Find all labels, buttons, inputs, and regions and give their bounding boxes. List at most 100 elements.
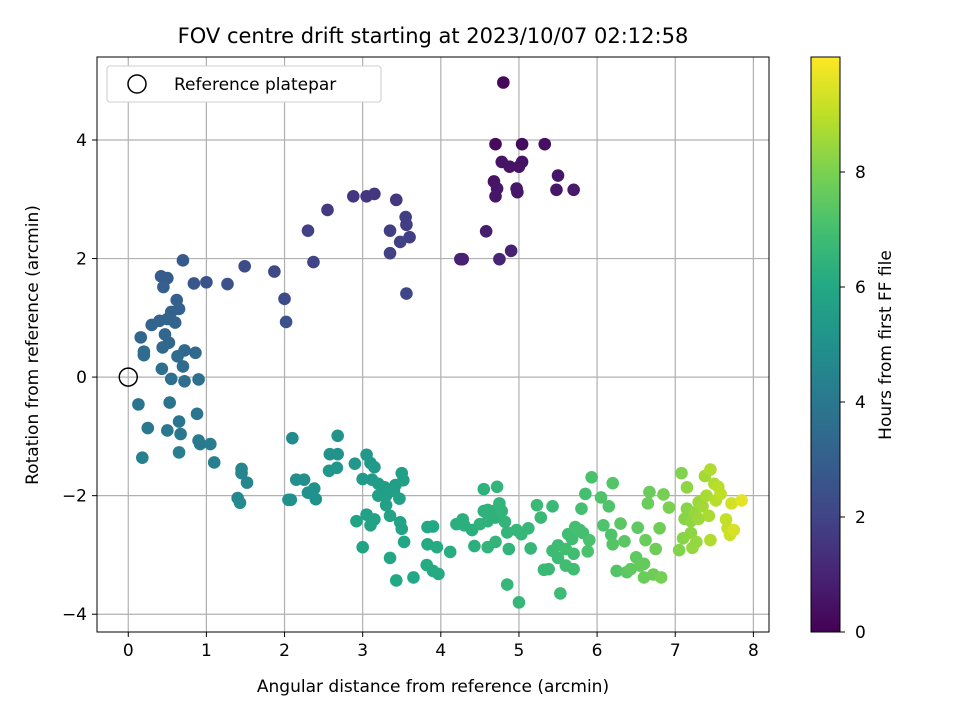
data-point xyxy=(696,500,709,513)
data-point xyxy=(207,456,221,469)
data-point xyxy=(489,535,502,549)
y-tick-label: 0 xyxy=(76,368,87,388)
data-point xyxy=(176,254,190,267)
data-point xyxy=(631,521,645,534)
data-point xyxy=(639,533,652,547)
data-point xyxy=(400,287,413,300)
data-point xyxy=(735,494,748,507)
data-point xyxy=(307,255,320,269)
data-point xyxy=(393,235,407,249)
data-point xyxy=(356,540,369,554)
data-point xyxy=(654,571,668,584)
data-point xyxy=(554,587,567,600)
data-point xyxy=(190,407,204,421)
data-point xyxy=(393,492,406,505)
data-point xyxy=(500,578,514,591)
data-point xyxy=(503,160,516,173)
data-point xyxy=(321,203,334,217)
data-point xyxy=(579,487,592,501)
data-point xyxy=(690,535,703,549)
data-point xyxy=(407,571,420,584)
data-point xyxy=(538,137,552,151)
data-point xyxy=(637,557,651,571)
data-point xyxy=(490,480,504,494)
plot-area: 0 1 2 3 4 5 6 7 8 −4 −2 0 2 4 xyxy=(62,56,770,661)
x-axis-ticks: 0 1 2 3 4 5 6 7 8 xyxy=(123,632,759,661)
data-point xyxy=(704,533,717,547)
data-point xyxy=(136,451,149,465)
x-tick-label: 0 xyxy=(123,641,134,661)
data-point xyxy=(235,466,248,480)
data-point xyxy=(522,521,535,535)
data-point xyxy=(171,350,184,363)
data-point xyxy=(594,491,608,504)
data-point xyxy=(278,292,291,306)
data-point xyxy=(606,476,620,490)
data-point xyxy=(479,224,493,238)
data-point xyxy=(497,76,510,89)
data-point xyxy=(597,518,610,532)
data-point xyxy=(330,461,344,475)
y-axis-label: Rotation from reference (arcmin) xyxy=(23,205,43,485)
data-point xyxy=(493,252,506,266)
data-point xyxy=(714,487,727,501)
data-point xyxy=(279,315,293,329)
data-point xyxy=(692,512,705,526)
data-point xyxy=(221,277,234,291)
data-point xyxy=(187,277,201,290)
data-point xyxy=(368,187,381,201)
data-point xyxy=(200,275,213,289)
data-point xyxy=(567,562,580,576)
data-point xyxy=(189,346,202,360)
data-point xyxy=(134,331,148,344)
data-point xyxy=(400,218,413,232)
data-point xyxy=(397,535,411,549)
data-point xyxy=(163,396,176,409)
data-point xyxy=(534,511,548,524)
colorbar-tick-label: 2 xyxy=(855,508,866,528)
data-point xyxy=(168,316,182,329)
data-point xyxy=(565,532,579,546)
x-tick-label: 1 xyxy=(201,641,212,661)
colorbar-tick-label: 0 xyxy=(855,623,866,643)
data-point xyxy=(477,482,491,496)
data-point xyxy=(426,520,440,533)
data-points xyxy=(132,76,748,609)
x-axis-label: Angular distance from reference (arcmin) xyxy=(257,677,609,697)
x-tick-label: 5 xyxy=(514,641,525,661)
data-point xyxy=(172,446,186,459)
data-point xyxy=(204,437,217,451)
x-tick-label: 2 xyxy=(279,641,290,661)
data-point xyxy=(155,362,169,376)
data-point xyxy=(379,489,393,502)
chart-title: FOV centre drift starting at 2023/10/07 … xyxy=(178,24,689,48)
data-point xyxy=(657,488,670,501)
data-point xyxy=(575,502,588,516)
data-point xyxy=(604,528,618,542)
data-point xyxy=(395,522,409,536)
data-point xyxy=(383,246,397,260)
data-point xyxy=(389,193,403,207)
data-point xyxy=(238,259,251,273)
legend: Reference platepar xyxy=(106,65,382,103)
colorbar-ticks: 0 2 4 6 8 xyxy=(840,163,866,643)
data-point xyxy=(498,515,512,529)
y-axis-ticks: −4 −2 0 2 4 xyxy=(62,131,97,625)
data-point xyxy=(268,265,281,278)
data-point xyxy=(350,514,363,528)
y-tick-label: −2 xyxy=(62,487,87,507)
data-point xyxy=(551,551,565,565)
plot-background xyxy=(97,57,769,632)
data-point xyxy=(383,551,397,565)
colorbar-tick-label: 8 xyxy=(855,163,866,183)
y-tick-label: −4 xyxy=(62,605,87,625)
data-point xyxy=(456,513,469,526)
data-point xyxy=(161,424,174,437)
data-point xyxy=(233,496,247,510)
data-point xyxy=(379,498,393,512)
legend-box xyxy=(106,65,382,103)
x-tick-label: 7 xyxy=(670,641,681,661)
data-point xyxy=(585,470,598,484)
data-point xyxy=(524,542,537,555)
data-point xyxy=(702,509,716,523)
